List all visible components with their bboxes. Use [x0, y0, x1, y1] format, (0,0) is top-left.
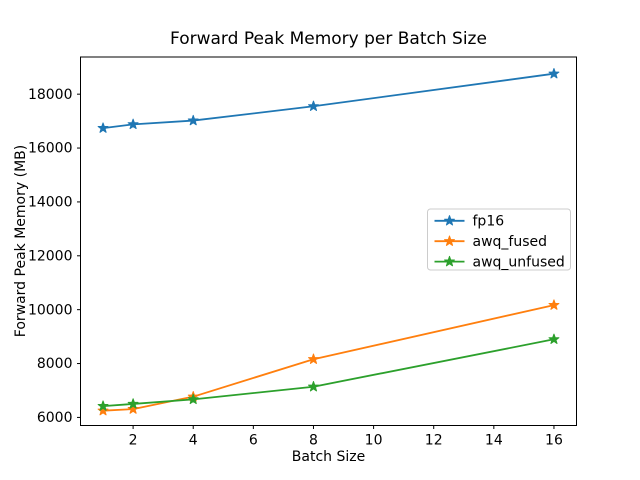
- y-tick-label: 18000: [28, 87, 73, 103]
- legend-label: awq_unfused: [473, 255, 565, 271]
- legend: fp16 awq_fused awq_unfused: [427, 208, 571, 271]
- marker-awq_unfused: [308, 381, 319, 392]
- marker-fp16: [187, 114, 199, 126]
- series-awq_unfused: [97, 333, 560, 411]
- marker-awq_fused: [97, 404, 109, 416]
- legend-marker-sample: [444, 215, 455, 226]
- y-tick-label: 8000: [37, 356, 73, 372]
- legend-entry-fp16: fp16: [434, 214, 505, 230]
- marker-fp16: [127, 118, 139, 130]
- line-fp16: [102, 72, 555, 130]
- legend-marker-sample: [444, 235, 455, 246]
- marker-fp16: [548, 68, 560, 79]
- legend-box: [427, 208, 571, 271]
- y-tick-label: 14000: [28, 195, 73, 211]
- y-tick-label: 12000: [28, 248, 73, 264]
- x-axis-label: Batch Size: [291, 449, 366, 465]
- y-tick-label: 16000: [28, 141, 73, 157]
- y-tick-label: 6000: [37, 410, 73, 426]
- legend-entry-awq_fused: awq_fused: [434, 234, 548, 250]
- marker-awq_unfused: [97, 400, 109, 411]
- x-tick-label: 4: [189, 433, 198, 449]
- x-axis-ticks: 2 4 6 8 10 12 14 16: [129, 425, 563, 449]
- marker-fp16: [97, 122, 109, 133]
- series-fp16: [97, 68, 560, 133]
- x-tick-label: 6: [249, 433, 258, 449]
- marker-awq_fused: [548, 299, 560, 310]
- legend-marker-sample: [444, 255, 455, 267]
- x-tick-label: 14: [485, 433, 503, 449]
- x-tick-label: 10: [365, 433, 383, 449]
- chart-title: Forward Peak Memory per Batch Size: [170, 29, 487, 49]
- x-tick-label: 16: [545, 433, 563, 449]
- series-awq_fused: [97, 299, 560, 416]
- x-tick-label: 2: [129, 433, 138, 449]
- axes-frame: [80, 56, 577, 426]
- legend-label: awq_fused: [473, 234, 548, 250]
- marker-awq_fused: [308, 353, 319, 364]
- line-awq_unfused: [102, 338, 555, 408]
- marker-awq_unfused: [187, 393, 199, 405]
- y-axis-ticks: 6000 8000 10000 12000 14000 16000 18000: [28, 87, 81, 426]
- x-tick-label: 12: [425, 433, 443, 449]
- marker-awq_fused: [127, 403, 139, 414]
- line-awq_fused: [103, 304, 555, 412]
- y-tick-label: 10000: [28, 302, 73, 318]
- x-tick-label: 8: [309, 433, 318, 449]
- marker-awq_unfused: [127, 398, 139, 409]
- marker-awq_unfused: [548, 333, 560, 345]
- legend-label: fp16: [473, 214, 505, 230]
- marker-fp16: [308, 100, 319, 111]
- legend-entry-awq_unfused: awq_unfused: [434, 255, 565, 271]
